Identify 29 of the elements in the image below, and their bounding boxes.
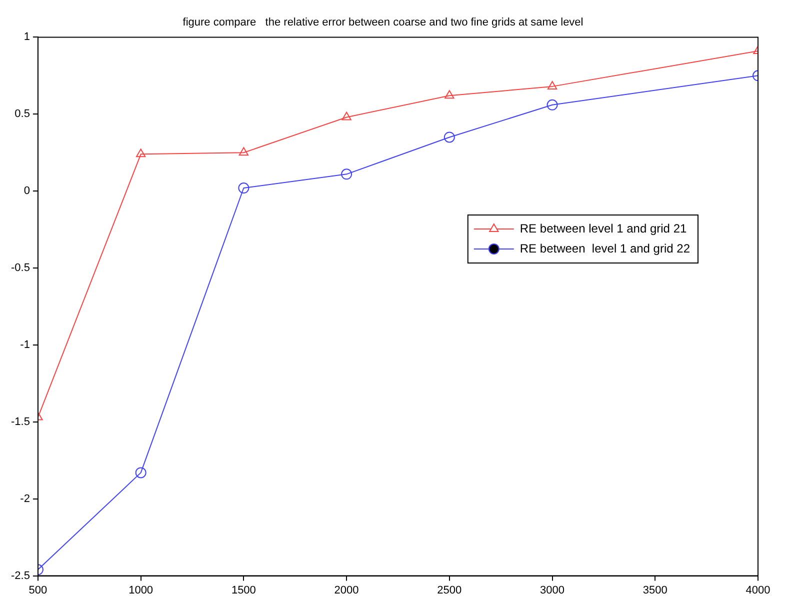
y-tick-label: 0.5	[14, 108, 30, 120]
point	[238, 182, 250, 194]
point	[547, 80, 558, 90]
point	[341, 168, 352, 180]
point	[135, 467, 146, 478]
x-tick-label: 3500	[642, 584, 668, 596]
point	[444, 132, 455, 143]
x-tick-label: 4000	[746, 584, 770, 596]
y-tick-label: 0	[24, 185, 30, 198]
x-tick-label: 2500	[437, 584, 462, 596]
y-tick-label: 1	[24, 31, 30, 44]
x-tick-label: 2000	[334, 584, 359, 596]
point	[342, 112, 352, 120]
legend-label: RE between level 1 and grid 22	[520, 241, 690, 256]
y-tick-label: -0.5	[10, 262, 30, 274]
point	[136, 148, 146, 158]
y-tick-label: -2	[20, 492, 30, 505]
y-tick-label: -1	[20, 339, 30, 352]
point	[444, 90, 454, 99]
legend-label: RE between level 1 and grid 21	[520, 221, 687, 236]
x-tick-label: 1500	[231, 584, 256, 596]
x-tick-label: 3000	[540, 584, 565, 596]
x-tick-label: 1000	[128, 584, 154, 596]
x-tick-label: 500	[28, 584, 48, 596]
y-tick-label: -1.5	[10, 416, 30, 428]
y-tick-label: -2.5	[10, 570, 30, 582]
point	[238, 147, 249, 156]
point	[546, 99, 558, 110]
chart-title: figure compare the relative error between coarse and two fine grids at same level	[182, 16, 584, 29]
